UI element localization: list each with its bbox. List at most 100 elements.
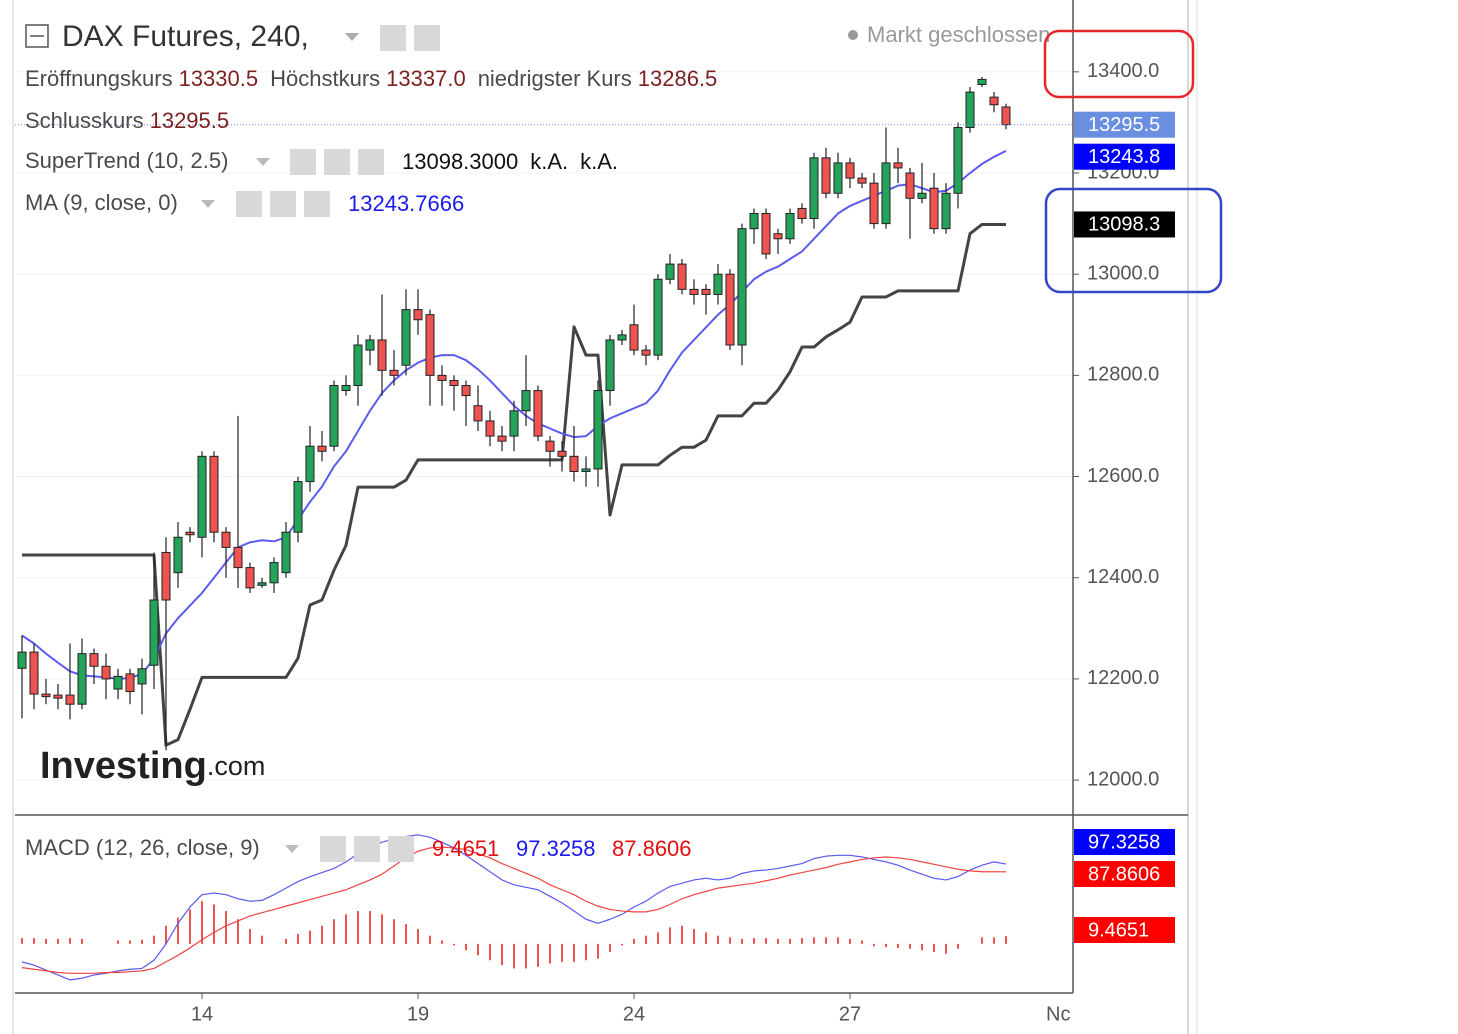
histogram-bar [957, 943, 959, 949]
histogram-bar [177, 917, 179, 944]
candle-body [29, 651, 39, 695]
eye-button[interactable] [236, 191, 262, 217]
candle-body [281, 531, 291, 574]
candle-body [77, 653, 87, 705]
candle-body [473, 405, 483, 422]
histogram-bar [789, 938, 791, 944]
histogram-bar [693, 929, 695, 944]
candle-body [353, 344, 363, 386]
candle-body [617, 334, 627, 341]
candle-body [293, 481, 303, 533]
candle-body [917, 192, 927, 199]
settings-button[interactable] [270, 191, 296, 217]
candle-body [341, 384, 351, 392]
axis-mask [1074, 996, 1114, 1034]
indicator-dropdown[interactable] [285, 845, 299, 853]
histogram-bar [729, 937, 731, 944]
candle-body [437, 374, 447, 381]
x-tick-label: 19 [407, 1003, 429, 1025]
highlight-box [1044, 187, 1223, 294]
remove-button[interactable] [388, 836, 414, 862]
candle-body [137, 668, 147, 685]
candle-body [557, 450, 567, 457]
legend-label: Höchstkurs [270, 66, 380, 91]
indicator-readout: 97.3258 [516, 836, 596, 861]
candle-body [569, 455, 579, 472]
candle-body [785, 212, 795, 240]
candle-body [245, 567, 255, 589]
eye-button[interactable] [290, 149, 316, 175]
candle-body [989, 96, 999, 106]
candle-body [965, 91, 975, 128]
indicator-readout: 13098.3000 k.A. k.A. [402, 149, 618, 174]
candle-body [893, 162, 903, 169]
collapse-button[interactable] [25, 24, 49, 48]
y-tick-label: 12000.0 [1087, 768, 1159, 790]
candle-body [461, 384, 471, 397]
candle-body [1001, 106, 1011, 126]
settings-button[interactable] [414, 25, 440, 51]
histogram-bar [861, 940, 863, 944]
settings-button[interactable] [324, 149, 350, 175]
indicator-readout: 87.8606 [612, 836, 692, 861]
histogram-bar [777, 938, 779, 944]
histogram-bar [333, 919, 335, 944]
indicator-price-label-bg [1074, 917, 1175, 943]
candle-body [17, 651, 27, 669]
indicator-name: MA (9, close, 0) [25, 190, 178, 215]
x-tick-label: Nc [1046, 1003, 1070, 1025]
legend-value: 13295.5 [150, 108, 230, 133]
histogram-bar [201, 901, 203, 944]
histogram-bar [297, 934, 299, 944]
indicator-price-label-bg [1074, 861, 1175, 887]
legend-value: 13337.0 [386, 66, 466, 91]
title-dropdown[interactable] [345, 33, 359, 41]
y-tick-label: 13400.0 [1087, 60, 1159, 82]
candle-body [773, 233, 783, 240]
candle-body [377, 339, 387, 371]
histogram-bar [933, 943, 935, 953]
histogram-bar [153, 935, 155, 944]
histogram-bar [753, 938, 755, 944]
candle-body [125, 673, 135, 693]
indicator-dropdown[interactable] [201, 200, 215, 208]
eye-button[interactable] [380, 25, 406, 51]
candle-body [941, 192, 951, 230]
histogram-bar [465, 943, 467, 951]
histogram-bar [885, 943, 887, 948]
indicator-dropdown[interactable] [256, 158, 270, 166]
histogram-bar [345, 914, 347, 944]
histogram-bar [513, 943, 515, 969]
candle-body [821, 157, 831, 194]
legend-value: 13330.5 [179, 66, 259, 91]
candle-body [869, 182, 879, 225]
indicator-price-label: 13243.8 [1088, 146, 1160, 168]
candle-body [857, 177, 867, 184]
indicator-price-label-bg [1074, 211, 1175, 238]
eye-button[interactable] [320, 836, 346, 862]
histogram-bar [357, 911, 359, 944]
histogram-bar [945, 943, 947, 954]
histogram-bar [837, 937, 839, 944]
histogram-bar [429, 935, 431, 944]
y-tick-label: 13000.0 [1087, 262, 1159, 284]
histogram-bar [393, 919, 395, 944]
candle-body [953, 126, 963, 194]
histogram-bar [849, 938, 851, 944]
remove-button[interactable] [358, 149, 384, 175]
histogram-bar [405, 924, 407, 944]
candle-body [485, 420, 495, 437]
histogram-bar [189, 909, 191, 944]
candle-body [173, 536, 183, 574]
remove-button[interactable] [304, 191, 330, 217]
readout-value: k.A. [530, 149, 568, 174]
settings-button[interactable] [354, 836, 380, 862]
candle-body [797, 207, 807, 220]
candle-body [413, 309, 423, 321]
candle-body [317, 445, 327, 452]
last-price-label: 13295.5 [1088, 114, 1160, 136]
histogram-bar [705, 932, 707, 944]
